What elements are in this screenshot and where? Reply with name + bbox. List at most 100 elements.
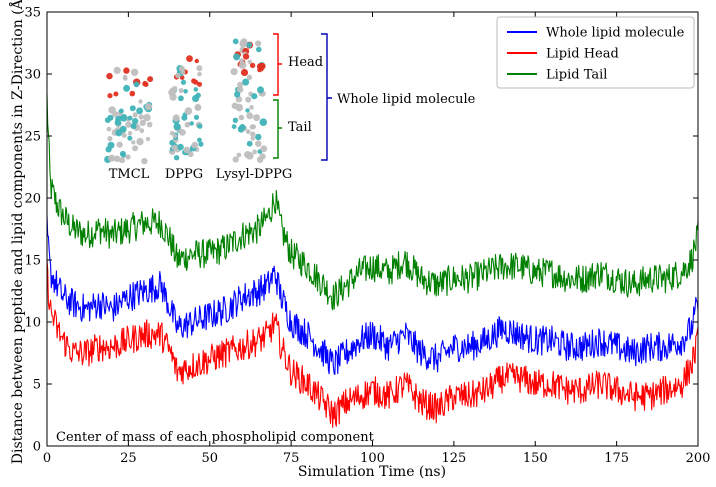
atom bbox=[255, 40, 262, 47]
atom bbox=[251, 93, 258, 100]
atom bbox=[184, 122, 190, 128]
atom bbox=[127, 130, 133, 136]
whole-bracket-label: Whole lipid molecule bbox=[337, 92, 476, 107]
atom bbox=[141, 157, 148, 165]
series-line-lipid-tail bbox=[46, 94, 699, 311]
atom bbox=[184, 107, 193, 115]
atom bbox=[257, 86, 264, 94]
atom bbox=[193, 141, 198, 147]
atom bbox=[119, 114, 128, 122]
atom bbox=[127, 135, 133, 141]
atom bbox=[123, 84, 131, 92]
legend-box bbox=[496, 16, 695, 89]
y-tick-label: 35 bbox=[24, 6, 41, 21]
atom bbox=[240, 68, 249, 77]
atom bbox=[143, 113, 151, 122]
x-tick-label: 150 bbox=[523, 451, 548, 466]
atom bbox=[255, 46, 262, 53]
atom bbox=[256, 156, 264, 163]
series-layer bbox=[46, 94, 699, 428]
atom bbox=[113, 155, 121, 163]
atom bbox=[231, 124, 237, 129]
atom bbox=[246, 112, 254, 120]
tail-bracket bbox=[273, 99, 282, 159]
head-bracket-label: Head bbox=[288, 55, 323, 70]
atom bbox=[136, 137, 144, 146]
atom bbox=[198, 141, 204, 147]
atom bbox=[172, 133, 178, 139]
atom bbox=[107, 136, 113, 142]
atom bbox=[232, 117, 239, 124]
atom bbox=[246, 74, 253, 81]
annotation-text: Center of mass of each phospholipid comp… bbox=[56, 430, 375, 445]
atom bbox=[234, 91, 241, 98]
atom bbox=[239, 124, 246, 131]
atom bbox=[252, 149, 258, 155]
atom bbox=[246, 140, 253, 147]
atom bbox=[106, 126, 112, 132]
molecule-label-lysyl-dppg: Lysyl-DPPG bbox=[216, 167, 293, 182]
atom bbox=[173, 155, 180, 161]
y-tick-label: 10 bbox=[24, 316, 41, 331]
atom bbox=[171, 144, 178, 151]
atom bbox=[258, 62, 266, 70]
series-line-lipid-head bbox=[46, 259, 699, 428]
atom bbox=[178, 65, 185, 72]
x-axis-label: Simulation Time (ns) bbox=[298, 464, 446, 480]
atom bbox=[123, 67, 130, 74]
atom bbox=[107, 93, 113, 99]
atom bbox=[114, 119, 122, 126]
x-tick-label: 100 bbox=[360, 451, 385, 466]
atom bbox=[175, 72, 181, 79]
atom bbox=[116, 141, 123, 148]
x-tick-label: 25 bbox=[120, 451, 137, 466]
y-tick-label: 15 bbox=[24, 254, 41, 269]
atom bbox=[146, 121, 153, 128]
atom bbox=[250, 136, 256, 141]
legend-label: Whole lipid molecule bbox=[546, 26, 685, 41]
atom bbox=[139, 128, 145, 134]
atom bbox=[189, 121, 194, 126]
atom bbox=[130, 123, 137, 130]
atom bbox=[122, 74, 128, 80]
x-tick-label: 0 bbox=[43, 451, 51, 466]
legend-label: Lipid Tail bbox=[546, 68, 607, 83]
head-bracket bbox=[273, 33, 282, 96]
atom bbox=[238, 114, 245, 121]
atom bbox=[188, 151, 194, 158]
atom bbox=[144, 103, 153, 111]
atom bbox=[177, 143, 184, 151]
atom bbox=[183, 146, 191, 154]
atom bbox=[230, 68, 238, 76]
atom bbox=[178, 88, 184, 94]
atom bbox=[113, 66, 121, 74]
molecule-image-0 bbox=[104, 66, 154, 165]
x-tick-label: 75 bbox=[283, 451, 300, 466]
atom bbox=[107, 141, 115, 149]
x-tick-label: 125 bbox=[441, 451, 466, 466]
atom bbox=[233, 53, 241, 61]
atom bbox=[104, 117, 111, 123]
atom bbox=[193, 114, 200, 120]
y-tick-label: 30 bbox=[24, 68, 41, 83]
atom bbox=[127, 115, 133, 121]
atom bbox=[186, 55, 193, 62]
atom bbox=[132, 112, 138, 118]
atom bbox=[129, 105, 136, 112]
atom bbox=[145, 136, 151, 142]
molecule-image-1 bbox=[168, 55, 204, 161]
atom bbox=[139, 119, 146, 127]
atom bbox=[181, 114, 188, 121]
atom bbox=[147, 76, 154, 83]
atom bbox=[106, 72, 113, 80]
atom bbox=[192, 94, 200, 103]
atom bbox=[246, 152, 254, 160]
atom bbox=[239, 40, 247, 48]
atom bbox=[121, 152, 126, 158]
atom bbox=[197, 81, 202, 87]
atom bbox=[196, 65, 203, 72]
atom bbox=[260, 145, 268, 153]
atom bbox=[236, 86, 244, 93]
atom bbox=[239, 58, 244, 63]
